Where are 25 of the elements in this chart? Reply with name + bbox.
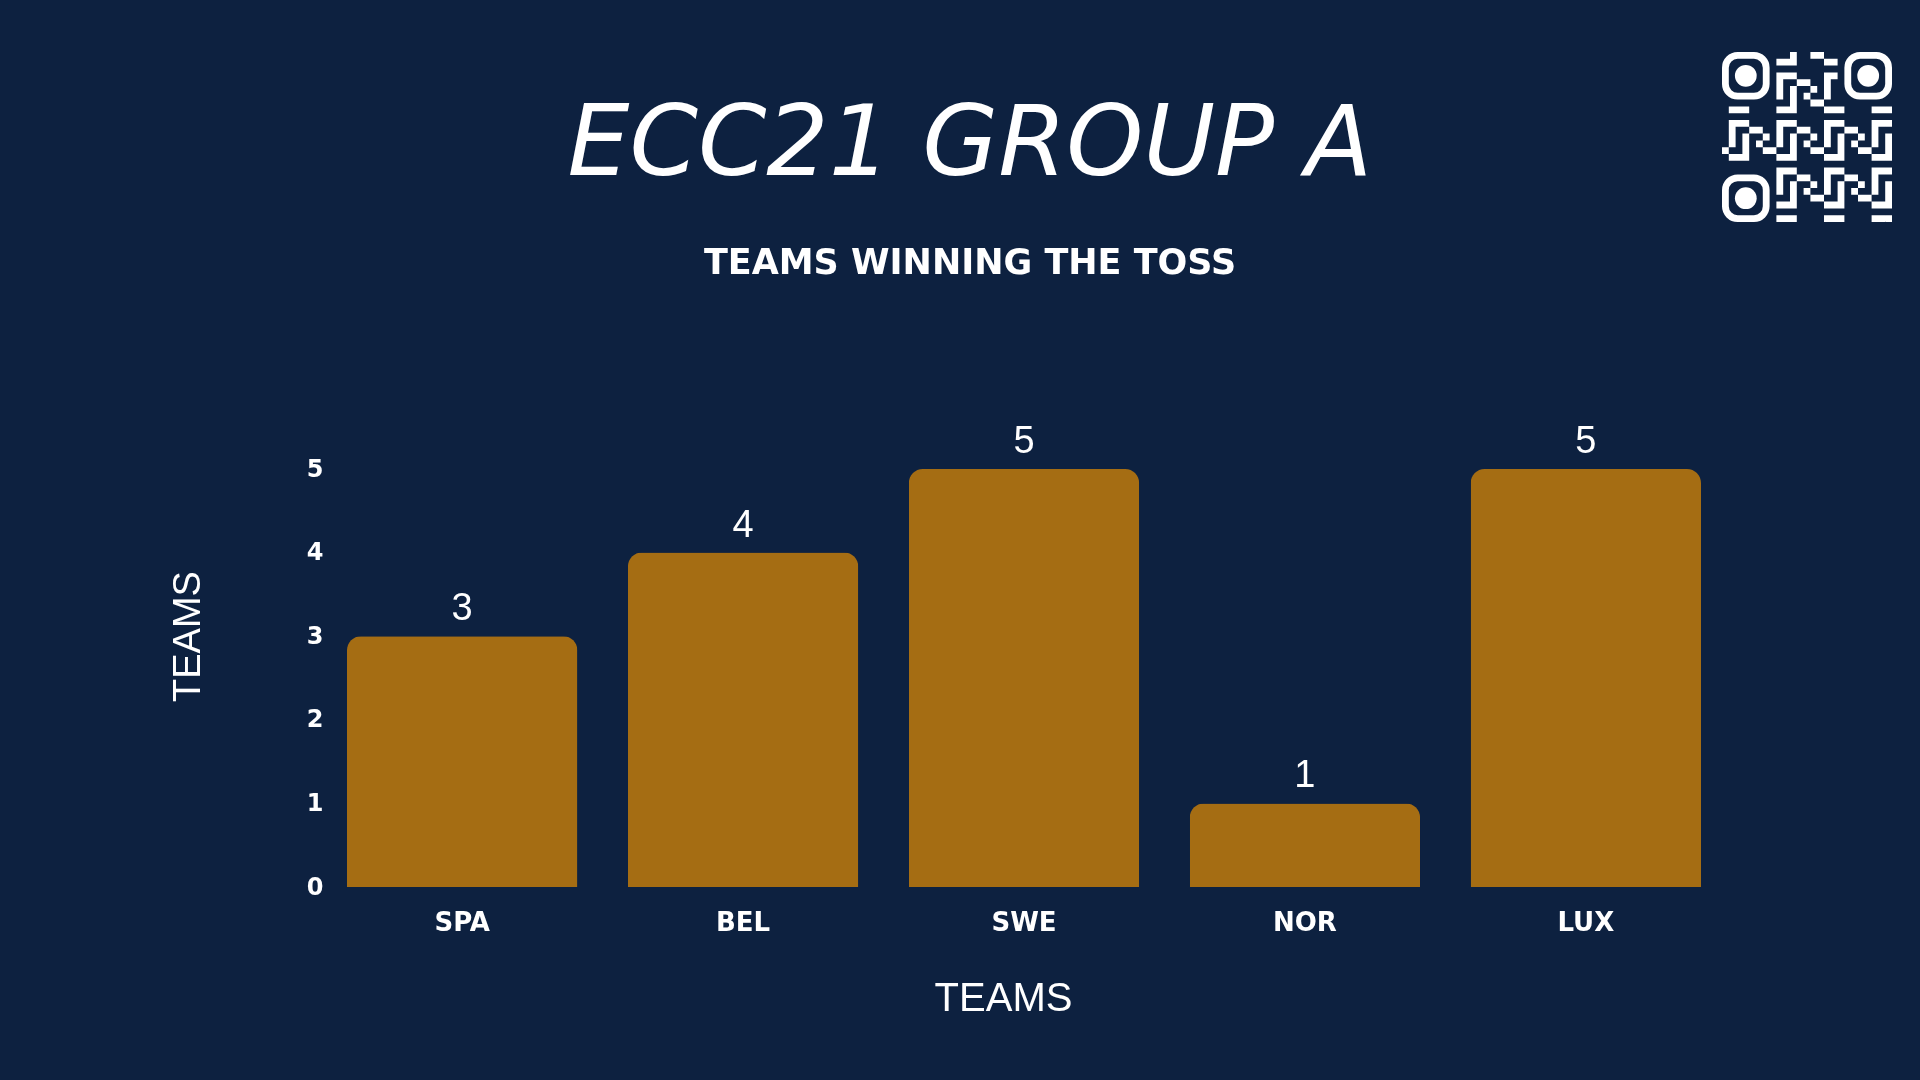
data-label: 3 [451,586,473,629]
data-label: 1 [1294,753,1316,796]
data-label: 5 [1575,419,1597,461]
x-tick-label: LUX [1557,906,1615,937]
data-label: 4 [732,502,754,545]
chart-title: ECC21 GROUP A [567,84,1373,198]
bar [347,636,578,887]
y-tick-label: 0 [306,872,324,901]
x-tick-label: SPA [434,906,490,937]
y-tick-label: 3 [306,621,324,650]
x-tick-label: NOR [1272,906,1337,937]
x-axis-title: TEAMS [934,974,1073,1019]
data-label: 5 [1013,419,1035,461]
y-tick-label: 1 [306,788,324,817]
y-axis-title: TEAMS [165,571,208,702]
y-tick-label: 5 [306,454,324,483]
bar [908,469,1140,887]
y-tick-label: 4 [306,538,324,567]
bar [1189,803,1421,887]
x-tick-label: SWE [991,906,1057,937]
x-tick-label: BEL [716,906,771,937]
bar [627,552,859,887]
chart-subtitle: TEAMS WINNING THE TOSS [703,242,1237,282]
y-tick-label: 2 [306,705,324,734]
bar [1470,469,1701,887]
